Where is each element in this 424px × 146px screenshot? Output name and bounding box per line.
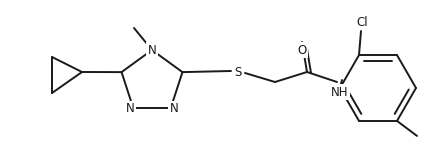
Text: N: N [126,102,134,115]
Text: N: N [148,44,156,57]
Text: NH: NH [331,86,349,99]
Text: O: O [297,44,307,57]
Text: N: N [170,102,178,115]
Text: Cl: Cl [356,16,368,29]
Text: S: S [234,66,242,79]
